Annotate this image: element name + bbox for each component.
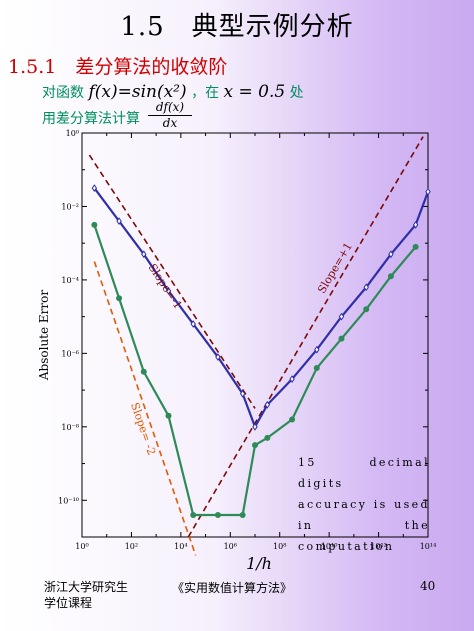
slope-label: Slope=-1 bbox=[146, 261, 185, 311]
footer-institution-line1: 浙江大学研究生 bbox=[44, 580, 129, 594]
data-point bbox=[91, 221, 98, 228]
data-point bbox=[412, 220, 419, 229]
data-point bbox=[141, 250, 147, 259]
footer-institution-line2: 学位课程 bbox=[44, 596, 93, 610]
y-tick-label: 10⁻⁸ bbox=[61, 423, 79, 432]
page-number: 40 bbox=[420, 579, 436, 593]
derivative-denominator: dx bbox=[162, 116, 178, 130]
statement-suffix: 处 bbox=[289, 85, 304, 101]
slope-label: Slope= -2 bbox=[128, 401, 158, 457]
reference-line bbox=[187, 136, 424, 538]
x-tick-label: 10⁰ bbox=[75, 542, 88, 551]
data-point bbox=[239, 511, 246, 518]
data-point bbox=[289, 375, 295, 383]
y-tick-label: 10⁻⁴ bbox=[61, 276, 79, 285]
note-line: in the computation bbox=[298, 519, 430, 553]
data-point bbox=[252, 422, 258, 431]
data-point bbox=[412, 243, 419, 250]
data-point bbox=[338, 335, 345, 342]
y-tick-label: 10⁻² bbox=[61, 202, 79, 211]
data-point bbox=[165, 412, 172, 419]
footer-institution: 浙江大学研究生 学位课程 bbox=[44, 579, 128, 611]
page-title: 1.5 典型示例分析 bbox=[120, 12, 354, 42]
data-point bbox=[363, 306, 370, 313]
data-point bbox=[314, 345, 320, 354]
slope-label: Slope=+1 bbox=[315, 240, 355, 295]
data-point bbox=[190, 320, 196, 328]
data-point bbox=[425, 187, 431, 196]
derivative-fraction: df(x) dx bbox=[148, 100, 192, 130]
data-point bbox=[387, 273, 394, 280]
data-point bbox=[313, 365, 320, 372]
section-heading: 1.5.1 差分算法的收敛阶 bbox=[8, 56, 228, 78]
data-point bbox=[165, 287, 172, 295]
data-point bbox=[140, 368, 147, 375]
x-tick-label: 10¹⁰ bbox=[321, 542, 338, 551]
data-point bbox=[239, 389, 246, 398]
statement-prefix: 对函数 bbox=[42, 85, 84, 101]
x-tick-label: 10⁴ bbox=[174, 542, 187, 551]
series-line bbox=[93, 187, 430, 430]
data-point bbox=[91, 184, 98, 192]
y-tick-label: 10⁻⁶ bbox=[61, 349, 79, 358]
x-tick-label: 10⁸ bbox=[273, 542, 286, 551]
problem-statement: 对函数 f(x)=sin(x²) ，在 x = 0.5 处 bbox=[42, 82, 304, 102]
reference-line bbox=[93, 261, 197, 556]
note-line: 15 decimal digits bbox=[298, 456, 430, 490]
x-tick-label: 10¹² bbox=[370, 542, 387, 551]
data-point bbox=[338, 312, 345, 321]
method-statement: 用差分算法计算 bbox=[42, 111, 140, 127]
function-formula: f(x)=sin(x²) bbox=[88, 82, 187, 102]
data-point bbox=[116, 217, 122, 226]
data-point bbox=[264, 400, 271, 409]
reference-line bbox=[88, 154, 256, 409]
y-tick-label: 10⁰ bbox=[66, 129, 79, 138]
precision-note: 15 decimal digits accuracy is used in th… bbox=[298, 452, 430, 557]
derivative-numerator: df(x) bbox=[148, 100, 192, 116]
data-point bbox=[264, 434, 271, 441]
x-tick-label: 10¹⁴ bbox=[420, 542, 437, 551]
note-line: accuracy is used bbox=[298, 498, 430, 511]
x-tick-label: 10⁶ bbox=[224, 542, 237, 551]
data-point bbox=[215, 353, 221, 361]
data-point bbox=[289, 416, 296, 423]
data-point bbox=[388, 250, 394, 259]
footer-book-title: 《实用数值计算方法》 bbox=[172, 581, 293, 595]
data-point bbox=[363, 283, 369, 292]
data-point bbox=[190, 511, 197, 518]
data-point bbox=[116, 295, 123, 302]
y-tick-label: 10⁻¹⁰ bbox=[58, 496, 79, 505]
evaluation-point: x = 0.5 bbox=[223, 82, 286, 102]
data-point bbox=[252, 442, 258, 449]
y-axis-label: Absolute Error bbox=[37, 290, 51, 381]
x-axis-label: 1/h bbox=[246, 554, 272, 573]
data-point bbox=[214, 511, 221, 518]
x-tick-label: 10² bbox=[125, 542, 138, 551]
statement-mid: ，在 bbox=[191, 85, 220, 101]
